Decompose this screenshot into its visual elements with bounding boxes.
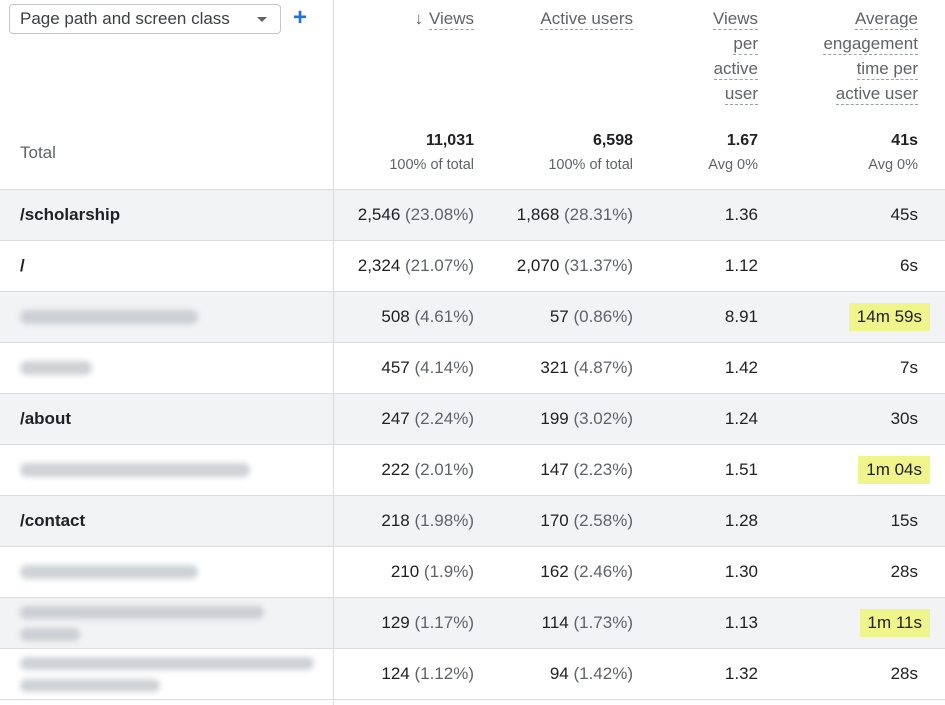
views-cell: 247 (2.24%) [381, 409, 474, 428]
redacted-path [20, 679, 160, 692]
views-cell: 2,546 (23.08%) [357, 205, 474, 224]
column-header-views-per-active-user[interactable]: Views per active user [712, 9, 758, 105]
active-users-cell: 2,070 (31.37%) [516, 256, 633, 275]
views-per-user-cell: 1.30 [724, 562, 758, 581]
avg-engagement-cell: 14m 59s [848, 303, 930, 335]
views-per-user-cell: 1.51 [724, 460, 758, 479]
avg-engagement-cell: 28s [890, 664, 918, 683]
avg-engagement-cell: 1m 04s [858, 456, 930, 488]
active-users-cell: 321 (4.87%) [540, 358, 633, 377]
active-users-cell: 170 (2.58%) [540, 511, 633, 530]
views-cell: 218 (1.98%) [381, 511, 474, 530]
views-cell: 222 (2.01%) [381, 460, 474, 479]
caret-down-icon [257, 17, 267, 22]
views-per-user-cell: 1.28 [724, 511, 758, 530]
column-header-active-users[interactable]: Active users [540, 9, 633, 30]
views-per-user-cell: 1.42 [724, 358, 758, 377]
table-row[interactable]: 457 (4.14%) 321 (4.87%) 1.42 7s [0, 343, 945, 394]
page-path[interactable]: /contact [20, 511, 86, 530]
views-per-user-cell: 1.24 [724, 409, 758, 428]
table-row[interactable]: 210 (1.9%) 162 (2.46%) 1.30 28s [0, 547, 945, 598]
active-users-cell: 94 (1.42%) [549, 664, 633, 683]
views-cell: 124 (1.12%) [381, 664, 474, 683]
redacted-path [20, 310, 198, 324]
active-users-cell: 199 (3.02%) [540, 409, 633, 428]
views-per-user-cell: 1.32 [724, 664, 758, 683]
table-header: Page path and screen class + ↓ Views Acti… [0, 0, 945, 190]
views-cell: 210 (1.9%) [390, 562, 474, 581]
active-users-cell: 114 (1.73%) [541, 613, 633, 632]
active-users-cell: 57 (0.86%) [549, 307, 633, 326]
page-path[interactable]: /about [20, 409, 71, 428]
views-per-user-cell: 1.13 [724, 613, 758, 632]
avg-engagement-cell: 15s [890, 511, 918, 530]
table-row[interactable]: 222 (2.01%) 147 (2.23%) 1.51 1m 04s [0, 445, 945, 496]
table-row[interactable]: 508 (4.61%) 57 (0.86%) 8.91 14m 59s [0, 292, 945, 343]
avg-engagement-cell: 6s [900, 256, 918, 275]
total-label: Total [20, 143, 56, 162]
total-views: 11,031 100% of total [389, 132, 474, 173]
dimension-dropdown[interactable]: Page path and screen class [9, 4, 281, 34]
avg-engagement-cell: 45s [890, 205, 918, 224]
views-cell: 129 (1.17%) [381, 613, 474, 632]
avg-engagement-cell: 30s [890, 409, 918, 428]
active-users-cell: 1,868 (28.31%) [516, 205, 633, 224]
table-body: /scholarship 2,546 (23.08%) 1,868 (28.31%)… [0, 190, 945, 700]
views-per-user-cell: 1.36 [724, 205, 758, 224]
plus-icon[interactable]: + [292, 4, 307, 31]
total-active-users: 6,598 100% of total [548, 132, 633, 173]
highlight-marker: 1m 11s [859, 609, 930, 637]
page-path[interactable]: / [20, 256, 25, 275]
highlight-marker: 1m 04s [858, 456, 930, 484]
page-path[interactable]: /scholarship [20, 205, 121, 224]
views-per-user-cell: 1.12 [724, 256, 758, 275]
column-header-avg-engagement-time[interactable]: Average engagement time per active user [823, 9, 918, 105]
redacted-path [20, 361, 92, 375]
redacted-path [20, 606, 264, 619]
redacted-path [20, 657, 314, 670]
views-per-user-cell: 8.91 [724, 307, 758, 326]
table-row[interactable]: / 2,324 (21.07%) 2,070 (31.37%) 1.12 6s [0, 241, 945, 292]
avg-engagement-cell: 1m 11s [859, 609, 930, 641]
active-users-cell: 162 (2.46%) [540, 562, 633, 581]
avg-engagement-cell: 28s [890, 562, 918, 581]
table-row[interactable]: /about 247 (2.24%) 199 (3.02%) 1.24 30s [0, 394, 945, 445]
views-cell: 2,324 (21.07%) [357, 256, 474, 275]
column-header-views[interactable]: ↓ Views [414, 6, 474, 31]
total-views-per-user: 1.67 Avg 0% [708, 132, 758, 173]
redacted-path [20, 463, 250, 477]
redacted-path [20, 565, 198, 579]
active-users-cell: 147 (2.23%) [540, 460, 633, 479]
views-cell: 508 (4.61%) [381, 307, 474, 326]
arrow-down-icon: ↓ [414, 9, 423, 28]
column-divider [333, 0, 334, 705]
table-row[interactable]: 129 (1.17%) 114 (1.73%) 1.13 1m 11s [0, 598, 945, 649]
table-row[interactable]: 124 (1.12%) 94 (1.42%) 1.32 28s [0, 649, 945, 700]
redacted-path [20, 628, 80, 641]
views-cell: 457 (4.14%) [381, 358, 474, 377]
dimension-dropdown-label: Page path and screen class [20, 9, 230, 28]
highlight-marker: 14m 59s [848, 303, 930, 331]
table-row[interactable]: /scholarship 2,546 (23.08%) 1,868 (28.31%)… [0, 190, 945, 241]
total-avg-engagement: 41s Avg 0% [868, 132, 918, 173]
table-row[interactable]: /contact 218 (1.98%) 170 (2.58%) 1.28 15s [0, 496, 945, 547]
avg-engagement-cell: 7s [900, 358, 918, 377]
